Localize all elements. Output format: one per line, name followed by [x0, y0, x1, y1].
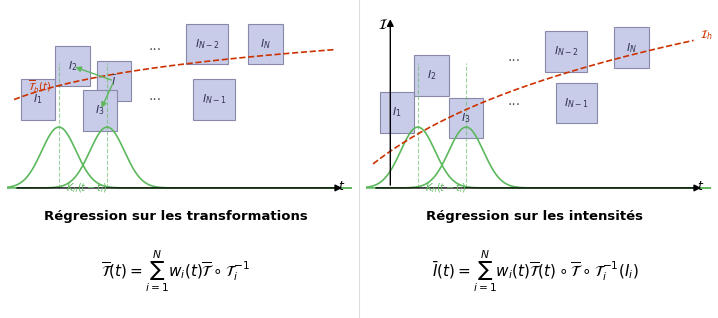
- Text: $\overline{\mathcal{T}}_h(t)$: $\overline{\mathcal{T}}_h(t)$: [29, 79, 52, 94]
- Text: $I_N$: $I_N$: [260, 37, 271, 51]
- FancyBboxPatch shape: [187, 24, 228, 64]
- Text: $I_3$: $I_3$: [95, 104, 105, 117]
- Text: $\bar{I}$: $\bar{I}$: [111, 74, 117, 88]
- Text: $I_{N-1}$: $I_{N-1}$: [202, 93, 226, 106]
- Text: $\bar{I}(t) = \sum_{i=1}^{N} w_i(t)\overline{\mathcal{T}}(t) \circ \overline{\ma: $\bar{I}(t) = \sum_{i=1}^{N} w_i(t)\over…: [432, 248, 638, 294]
- Text: $\mathcal{I}$: $\mathcal{I}$: [378, 18, 388, 32]
- Text: $t$: $t$: [697, 181, 704, 193]
- Text: $I_2$: $I_2$: [68, 59, 78, 73]
- Text: $I_{N-2}$: $I_{N-2}$: [195, 37, 220, 51]
- FancyBboxPatch shape: [414, 55, 449, 96]
- Text: $K_h(t-t_i)$: $K_h(t-t_i)$: [66, 182, 107, 195]
- FancyBboxPatch shape: [193, 79, 235, 120]
- Text: $I_1$: $I_1$: [393, 106, 402, 119]
- FancyBboxPatch shape: [248, 24, 283, 64]
- Text: $I_{N-2}$: $I_{N-2}$: [554, 45, 579, 58]
- Text: $K_h(t-t_i)$: $K_h(t-t_i)$: [425, 182, 466, 195]
- Text: $I_{N-1}$: $I_{N-1}$: [564, 96, 589, 110]
- Text: $I_N$: $I_N$: [626, 41, 637, 55]
- FancyBboxPatch shape: [449, 98, 483, 138]
- FancyBboxPatch shape: [380, 92, 414, 133]
- Text: $\mathcal{I}_h$: $\mathcal{I}_h$: [701, 28, 714, 42]
- FancyBboxPatch shape: [83, 90, 118, 131]
- Text: $t$: $t$: [338, 181, 345, 193]
- Text: $\overline{\mathcal{T}}(t) = \sum_{i=1}^{N} w_i(t)\overline{\mathcal{T}} \circ \: $\overline{\mathcal{T}}(t) = \sum_{i=1}^…: [101, 248, 251, 294]
- FancyBboxPatch shape: [556, 83, 597, 123]
- FancyBboxPatch shape: [21, 79, 55, 120]
- Text: ...: ...: [508, 94, 521, 108]
- Text: ...: ...: [149, 39, 162, 53]
- Text: $I_3$: $I_3$: [462, 111, 471, 125]
- FancyBboxPatch shape: [615, 27, 649, 68]
- Text: $I_1$: $I_1$: [34, 93, 43, 106]
- FancyBboxPatch shape: [546, 31, 587, 72]
- Text: ...: ...: [149, 89, 162, 103]
- Text: ...: ...: [508, 50, 521, 64]
- FancyBboxPatch shape: [97, 61, 131, 101]
- Text: Régression sur les transformations: Régression sur les transformations: [44, 210, 308, 223]
- Text: $I_2$: $I_2$: [427, 69, 437, 82]
- FancyBboxPatch shape: [55, 46, 90, 86]
- Text: Régression sur les intensités: Régression sur les intensités: [426, 210, 643, 223]
